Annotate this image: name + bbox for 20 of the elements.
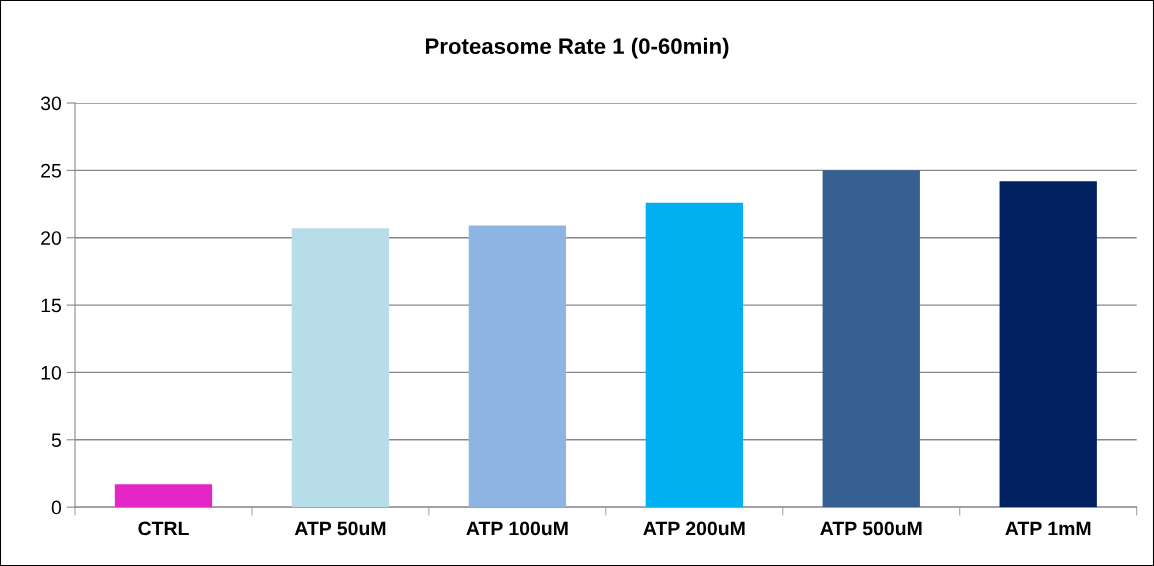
chart-title: Proteasome Rate 1 (0-60min) <box>425 37 729 59</box>
y-tick-label: 15 <box>41 298 61 313</box>
bar <box>291 228 390 508</box>
x-tick-label: CTRL <box>138 521 189 536</box>
y-tick-label: 25 <box>41 163 61 178</box>
bar <box>645 202 743 508</box>
x-tick-label: ATP 50uM <box>294 521 386 536</box>
bar <box>999 181 1097 508</box>
bar <box>114 484 213 508</box>
y-tick-label: 10 <box>41 365 62 380</box>
x-tick-label: ATP 500uM <box>820 521 922 536</box>
y-tick-label: 30 <box>40 96 62 111</box>
y-tick-label: 5 <box>51 433 61 448</box>
bar <box>468 225 567 508</box>
y-tick-label: 0 <box>51 500 62 515</box>
x-tick-label: ATP 100uM <box>466 521 568 536</box>
x-tick-label: ATP 200uM <box>643 521 745 536</box>
y-tick-label: 20 <box>41 231 62 245</box>
bar <box>822 170 920 508</box>
x-tick-label: ATP 1mM <box>1005 521 1091 536</box>
